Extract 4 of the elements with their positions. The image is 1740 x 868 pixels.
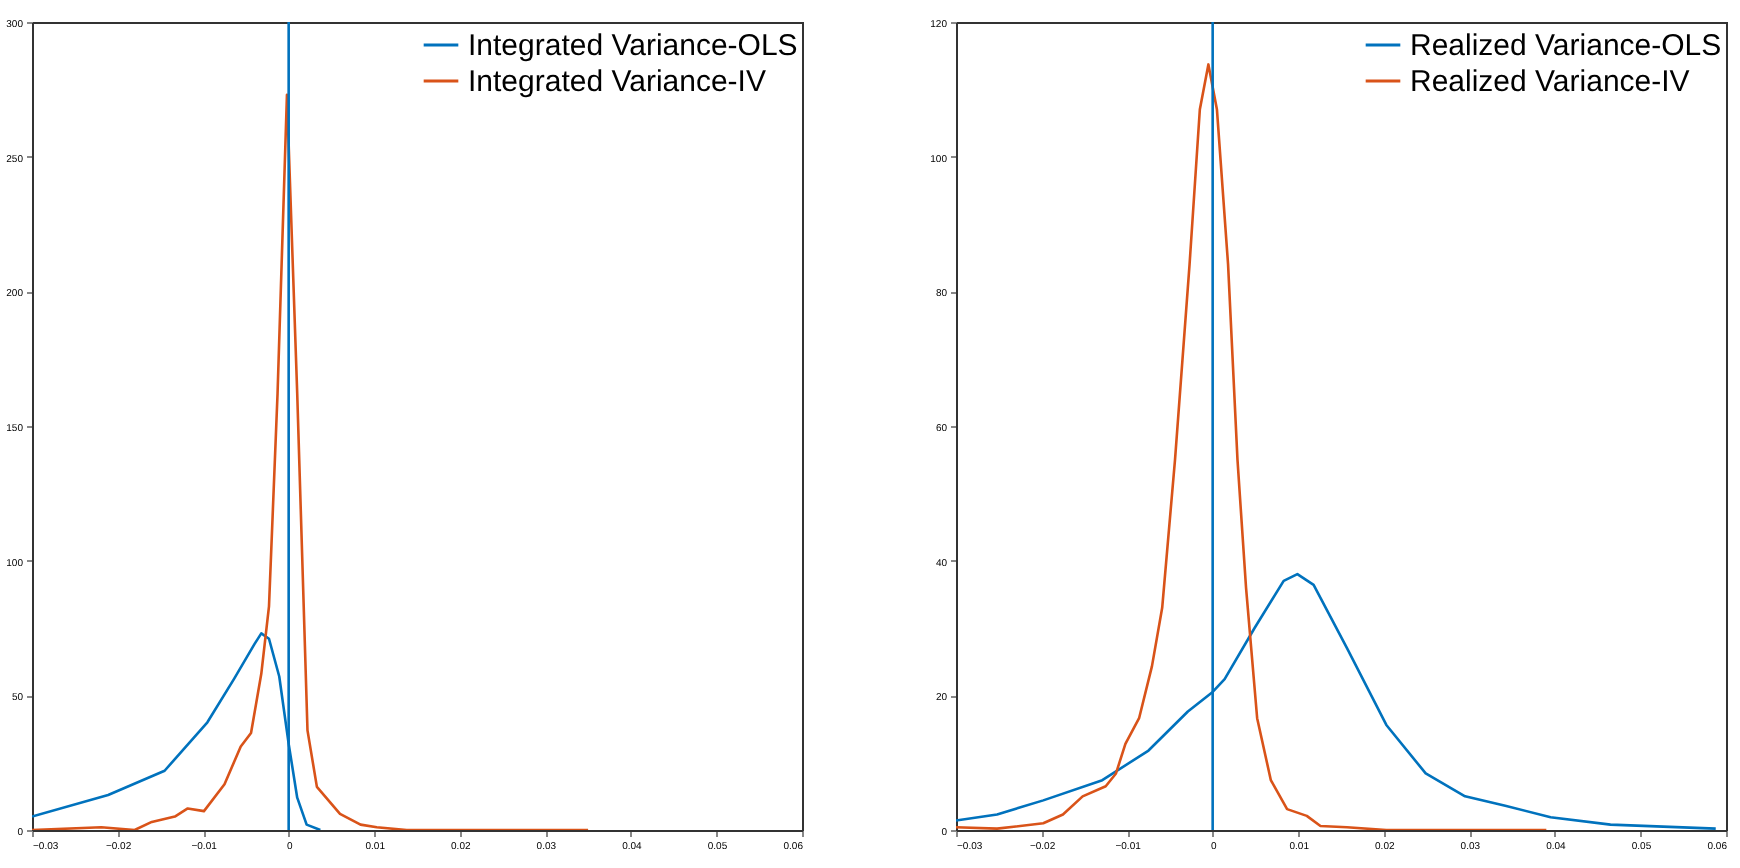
legend-label: Integrated Variance-OLS xyxy=(468,29,798,63)
legend-label: Realized Variance-IV xyxy=(1410,65,1690,99)
legend-label: Realized Variance-OLS xyxy=(1410,29,1722,63)
legend-label: Integrated Variance-IV xyxy=(468,65,766,99)
